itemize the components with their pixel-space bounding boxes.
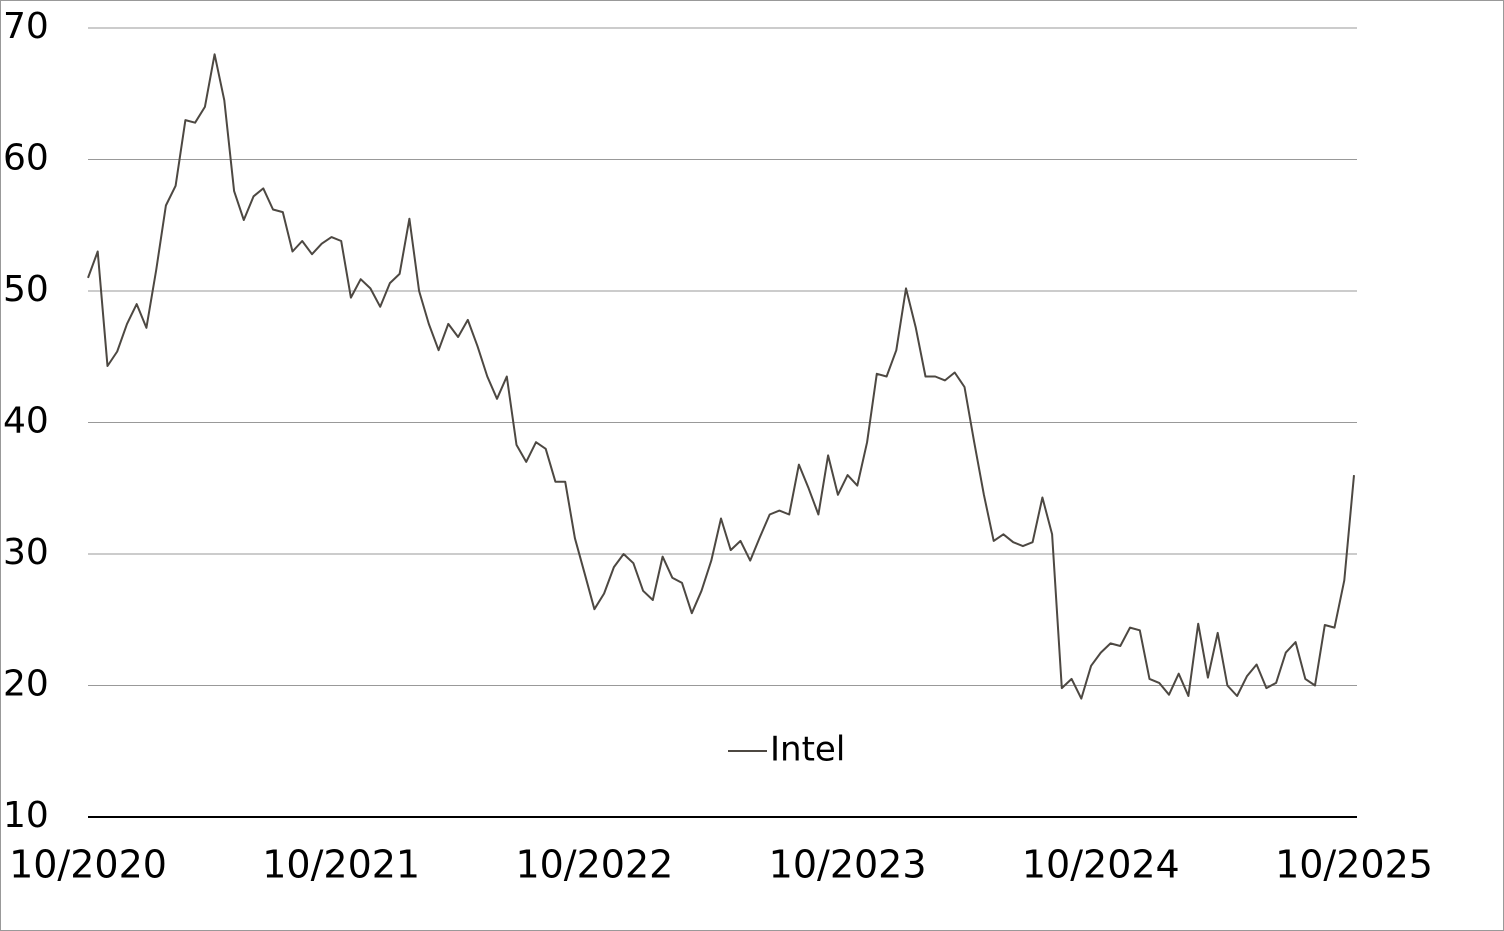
y-tick-label: 60 <box>3 138 49 179</box>
x-tick-label: 10/2025 <box>1275 843 1433 887</box>
y-tick-label: 40 <box>3 401 49 442</box>
legend-label: Intel <box>770 730 845 770</box>
series-line <box>87 53 1355 700</box>
y-tick-label: 50 <box>3 269 49 310</box>
x-tick-label: 10/2023 <box>769 843 927 887</box>
x-tick-label: 10/2022 <box>515 843 673 887</box>
y-tick-label: 70 <box>3 6 49 47</box>
x-tick-label: 10/2020 <box>9 843 167 887</box>
y-tick-label: 10 <box>3 795 49 836</box>
x-tick-label: 10/2024 <box>1022 843 1180 887</box>
y-tick-label: 20 <box>3 664 49 705</box>
x-tick-label: 10/2021 <box>262 843 420 887</box>
y-tick-label: 30 <box>3 532 49 573</box>
